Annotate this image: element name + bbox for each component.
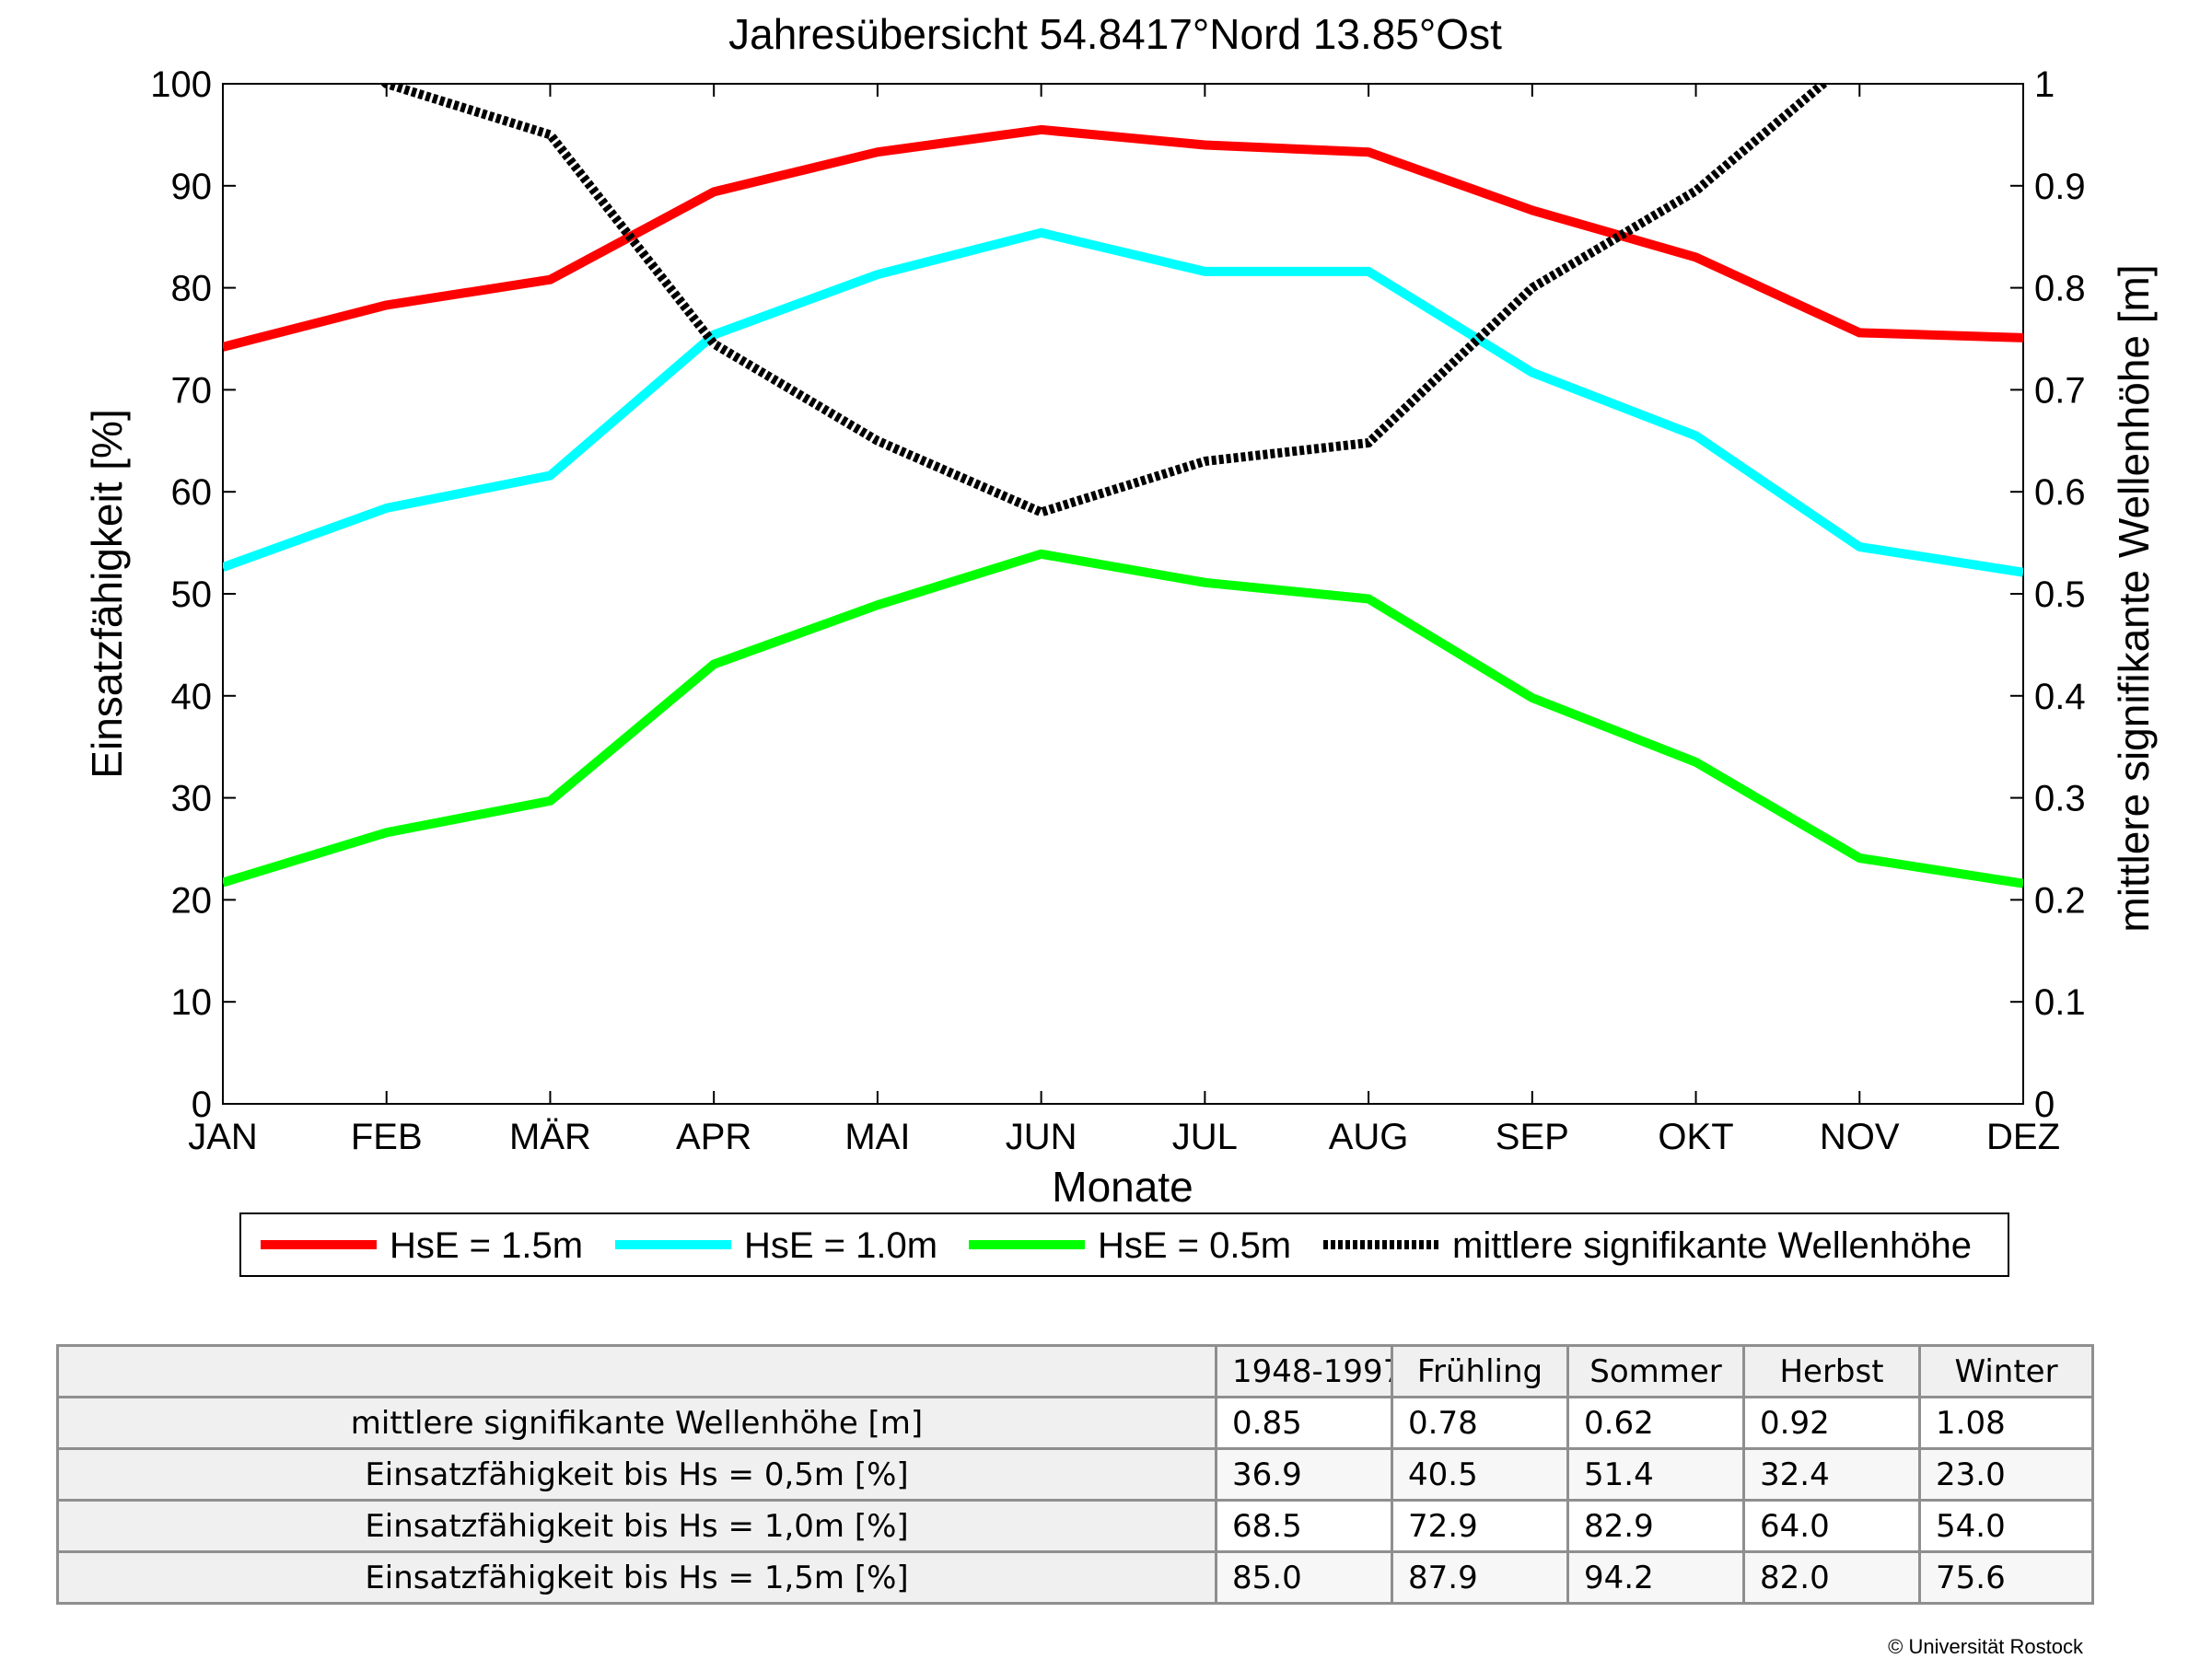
table-row: mittlere signifikante Wellenhöhe [m] 0.8… — [56, 1396, 2094, 1450]
table-header-cell: Frühling — [1391, 1344, 1569, 1398]
legend-label: HsE = 0.5m — [1098, 1225, 1291, 1266]
copyright-notice: © Universität Rostock — [1888, 1635, 2083, 1658]
table-row: Einsatzfähigkeit bis Hs = 1,0m [%] 68.5 … — [56, 1499, 2094, 1553]
legend: HsE = 1.5m HsE = 1.0m HsE = 0.5m mittlere s… — [239, 1212, 2009, 1277]
table-header-cell: Herbst — [1742, 1344, 1921, 1398]
x-tick-label: MÄR — [509, 1117, 591, 1157]
y2-axis-label: mittlere signifikante Wellenhöhe [m] — [2110, 264, 2158, 932]
y-tick-label: 50 — [171, 574, 213, 615]
y2-tick-label: 0.7 — [2034, 370, 2086, 411]
y-tick-label: 90 — [171, 167, 213, 207]
table-cell: 94.2 — [1566, 1550, 1745, 1605]
table-cell: 0.85 — [1215, 1396, 1393, 1450]
x-tick-label: MAI — [844, 1117, 910, 1157]
table-cell: 1.08 — [1918, 1396, 2094, 1450]
table-cell: 64.0 — [1742, 1499, 1921, 1553]
table-cell: 82.9 — [1566, 1499, 1745, 1553]
table-cell: 82.0 — [1742, 1550, 1921, 1605]
table-cell: 72.9 — [1391, 1499, 1569, 1553]
y-tick-label: 70 — [171, 370, 213, 411]
table-cell: 54.0 — [1918, 1499, 2094, 1553]
legend-label: HsE = 1.0m — [744, 1225, 937, 1266]
row-label: Einsatzfähigkeit bis Hs = 1,0m [%] — [56, 1499, 1217, 1553]
table-cell: 68.5 — [1215, 1499, 1393, 1553]
table-cell: 23.0 — [1918, 1447, 2094, 1502]
table-header-cell — [56, 1344, 1217, 1398]
y2-tick-label: 0.6 — [2034, 472, 2086, 513]
table-cell: 40.5 — [1391, 1447, 1569, 1502]
x-axis-label: Monate — [1052, 1163, 1193, 1211]
plot-area — [222, 83, 2024, 1105]
table-row: Einsatzfähigkeit bis Hs = 0,5m [%] 36.9 … — [56, 1447, 2094, 1502]
table-cell: 75.6 — [1918, 1550, 2094, 1605]
table-cell: 85.0 — [1215, 1550, 1393, 1605]
table-cell: 87.9 — [1391, 1550, 1569, 1605]
y2-tick-label: 0.4 — [2034, 677, 2086, 717]
x-tick-label: NOV — [1820, 1117, 1900, 1157]
table-row: Einsatzfähigkeit bis Hs = 1,5m [%] 85.0 … — [56, 1550, 2094, 1605]
y2-tick-label: 0.2 — [2034, 880, 2086, 921]
y-tick-label: 0 — [192, 1085, 212, 1125]
series-line-0 — [223, 124, 2023, 352]
y2-tick-label: 0.3 — [2034, 779, 2086, 819]
y-tick-label: 80 — [171, 269, 213, 309]
table-header-cell: Sommer — [1566, 1344, 1745, 1398]
table-cell: 0.78 — [1391, 1396, 1569, 1450]
y-tick-label: 100 — [150, 64, 212, 105]
x-tick-label: JAN — [188, 1117, 258, 1157]
x-tick-label: OKT — [1658, 1117, 1733, 1157]
legend-label: HsE = 1.5m — [390, 1225, 583, 1266]
row-label: Einsatzfähigkeit bis Hs = 1,5m [%] — [56, 1550, 1217, 1605]
x-tick-label: AUG — [1329, 1117, 1409, 1157]
statistics-table: 1948-1997 Frühling Sommer Herbst Winter … — [56, 1344, 2094, 1605]
table-cell: 36.9 — [1215, 1447, 1393, 1502]
y2-tick-label: 0.1 — [2034, 982, 2086, 1023]
axis-ticks — [222, 83, 2024, 1105]
y-tick-label: 20 — [171, 880, 213, 921]
x-tick-label: JUN — [1006, 1117, 1077, 1157]
y2-tick-label: 0.8 — [2034, 269, 2086, 309]
series-line-3 — [379, 84, 1831, 517]
series-layer — [223, 84, 2023, 888]
row-label: Einsatzfähigkeit bis Hs = 0,5m [%] — [56, 1447, 1217, 1502]
y2-tick-label: 0.5 — [2034, 574, 2086, 615]
x-tick-label: DEZ — [1986, 1117, 2060, 1157]
x-tick-label: FEB — [351, 1117, 423, 1157]
table-cell: 32.4 — [1742, 1447, 1921, 1502]
table-cell: 0.92 — [1742, 1396, 1921, 1450]
chart: Jahresübersicht 54.8417°Nord 13.85°Ost J… — [83, 10, 2158, 1277]
row-label: mittlere signifikante Wellenhöhe [m] — [56, 1396, 1217, 1450]
y-axis-label: Einsatzfähigkeit [%] — [83, 409, 131, 778]
series-line-2 — [223, 549, 2023, 888]
y-tick-label: 60 — [171, 472, 213, 513]
y-tick-label: 10 — [171, 982, 213, 1023]
x-tick-label: SEP — [1496, 1117, 1569, 1157]
y2-tick-label: 1 — [2034, 64, 2055, 105]
table-cell: 51.4 — [1566, 1447, 1745, 1502]
chart-title: Jahresübersicht 54.8417°Nord 13.85°Ost — [728, 10, 1502, 58]
y-tick-label: 30 — [171, 779, 213, 819]
table-header-cell: 1948-1997 — [1215, 1344, 1393, 1398]
y2-tick-label: 0 — [2034, 1085, 2055, 1125]
y2-tick-label: 0.9 — [2034, 167, 2086, 207]
axis-tick-labels: JAN FEB MÄR APR MAI JUN JUL AUG SEP OKT NOV DEZ0102… — [150, 64, 2085, 1157]
x-tick-label: APR — [676, 1117, 751, 1157]
legend-label: mittlere signifikante Wellenhöhe — [1452, 1225, 1972, 1266]
table-header-row: 1948-1997 Frühling Sommer Herbst Winter — [56, 1344, 2094, 1398]
table-header-cell: Winter — [1918, 1344, 2094, 1398]
x-tick-label: JUL — [1172, 1117, 1238, 1157]
series-line-1 — [223, 227, 2023, 577]
y-tick-label: 40 — [171, 677, 213, 717]
table-cell: 0.62 — [1566, 1396, 1745, 1450]
